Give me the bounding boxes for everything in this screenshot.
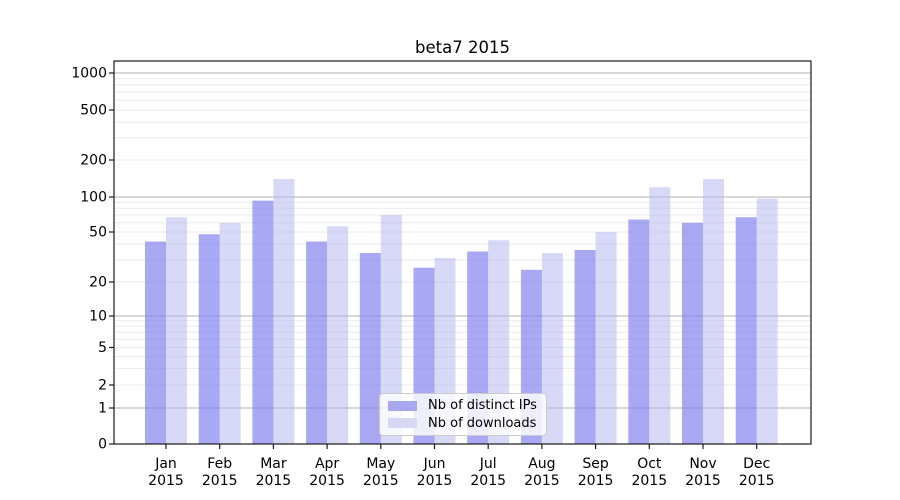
bar-downloads-mar: [273, 179, 295, 445]
y-tick-label: 0: [98, 437, 107, 453]
bar-ips-oct: [628, 219, 650, 444]
bar-ips-may: [359, 253, 381, 444]
bar-ips-dec: [735, 217, 757, 444]
x-tick-label-month: Oct: [637, 456, 662, 472]
x-tick-label-month: Aug: [528, 456, 555, 472]
x-tick-label-month: Mar: [260, 456, 287, 472]
x-tick-label-year: 2015: [417, 473, 453, 489]
y-tick-label: 5: [98, 340, 107, 356]
bar-downloads-nov: [703, 179, 724, 445]
x-tick-label-year: 2015: [739, 473, 775, 489]
bar-downloads-dec: [756, 198, 778, 444]
legend-swatch-downloads: [388, 418, 417, 429]
x-tick-label-month: Apr: [315, 456, 339, 472]
x-tick-label-year: 2015: [148, 473, 184, 489]
x-tick-label-year: 2015: [309, 473, 345, 489]
x-tick-label-year: 2015: [631, 473, 667, 489]
bar-downloads-may: [380, 215, 402, 444]
x-tick-label-year: 2015: [363, 473, 399, 489]
bar-downloads-apr: [327, 226, 349, 444]
bar-ips-nov: [682, 222, 703, 444]
x-tick-label-month: Jun: [423, 456, 446, 472]
x-tick-label-year: 2015: [470, 473, 506, 489]
bar-ips-sep: [574, 249, 596, 444]
x-tick-label-year: 2015: [578, 473, 614, 489]
y-tick-label: 500: [80, 103, 107, 119]
x-tick-label-month: Sep: [582, 456, 609, 472]
legend-label-distinct-ips: Nb of distinct IPs: [428, 398, 537, 414]
bar-downloads-feb: [219, 222, 241, 444]
bar-ips-apr: [306, 241, 328, 444]
x-tick-label-month: Feb: [207, 456, 232, 472]
bar-ips-mar: [252, 200, 274, 444]
y-tick-label: 2: [98, 378, 107, 394]
legend: Nb of distinct IPs Nb of downloads: [379, 393, 547, 436]
legend-label-downloads: Nb of downloads: [428, 415, 537, 431]
x-tick-label-month: May: [366, 456, 395, 472]
legend-item-downloads: Nb of downloads: [388, 416, 538, 431]
bar-downloads-sep: [595, 232, 617, 444]
legend-item-distinct-ips: Nb of distinct IPs: [388, 398, 538, 413]
y-tick-label: 20: [89, 275, 107, 291]
x-tick-label-month: Nov: [689, 456, 716, 472]
axes-frame: [113, 60, 812, 445]
chart-title: beta7 2015: [415, 38, 510, 57]
x-tick-label-year: 2015: [685, 473, 721, 489]
y-tick-label: 10: [89, 309, 107, 325]
y-tick-label: 50: [89, 225, 107, 241]
x-tick-label-year: 2015: [202, 473, 238, 489]
bar-downloads-aug: [541, 253, 563, 444]
y-tick-label: 200: [80, 153, 107, 169]
x-tick-label-month: Jan: [154, 456, 177, 472]
x-tick-label-month: Jul: [479, 456, 497, 472]
bar-downloads-jan: [166, 217, 187, 444]
x-tick-label-year: 2015: [256, 473, 292, 489]
y-tick-label: 100: [80, 190, 107, 206]
bar-downloads-oct: [649, 187, 671, 444]
bar-ips-feb: [198, 234, 220, 444]
bar-ips-jan: [145, 241, 166, 444]
y-tick-label: 1: [98, 401, 107, 417]
y-tick-label: 1000: [71, 66, 107, 82]
x-tick-label-month: Dec: [743, 456, 770, 472]
x-tick-label-year: 2015: [524, 473, 560, 489]
legend-swatch-distinct-ips: [388, 400, 417, 411]
